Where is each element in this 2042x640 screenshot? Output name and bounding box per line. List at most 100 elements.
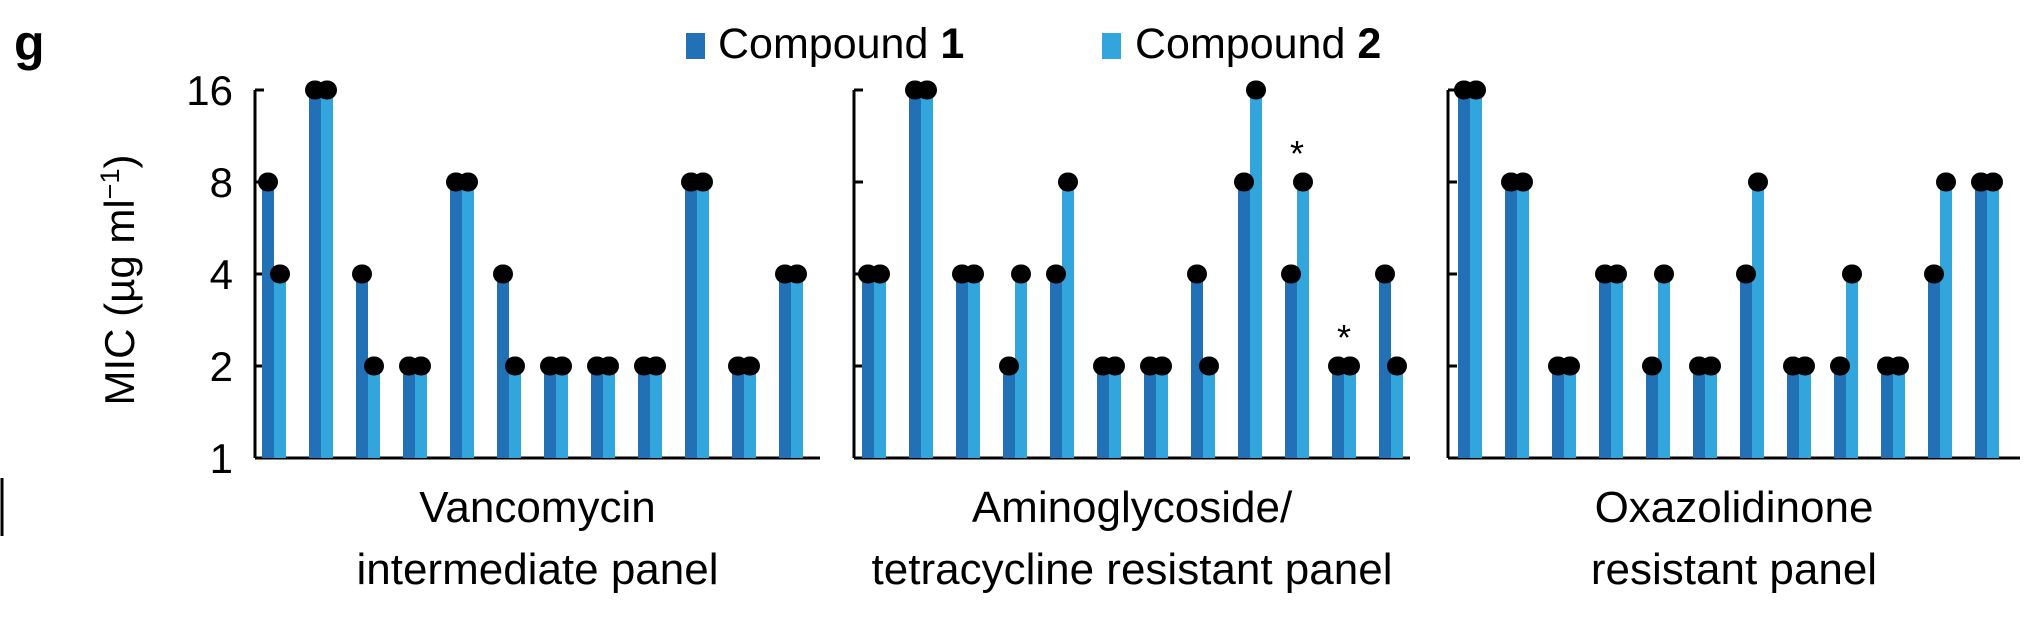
cap-compound-2 — [964, 264, 984, 284]
bar-compound-1 — [1740, 274, 1752, 458]
bar-compound-2 — [1611, 274, 1623, 458]
bar-compound-2 — [1752, 182, 1764, 458]
bar-compound-1 — [1379, 274, 1391, 458]
significance-asterisk: * — [1290, 133, 1304, 174]
cap-compound-2 — [270, 264, 290, 284]
legend-swatch-compound-2 — [1102, 33, 1121, 59]
bar-compound-2 — [321, 90, 333, 458]
panel-title-line: Oxazolidinone — [1595, 483, 1874, 532]
bar-compound-2 — [415, 366, 427, 458]
cap-compound-1 — [1642, 356, 1662, 376]
cap-compound-2 — [917, 80, 937, 100]
bar-compound-2 — [1391, 366, 1403, 458]
y-axis-label-main: MIC (µg ml — [96, 199, 143, 405]
bar-compound-1 — [862, 274, 874, 458]
bar-compound-2 — [791, 274, 803, 458]
bar-compound-1 — [544, 366, 556, 458]
bar-compound-1 — [1693, 366, 1705, 458]
bar-compound-1 — [638, 366, 650, 458]
bar-compound-2 — [1062, 182, 1074, 458]
y-tick-label: 4 — [210, 251, 233, 298]
cap-compound-1 — [258, 172, 278, 192]
cap-compound-2 — [317, 80, 337, 100]
bar-compound-2 — [1297, 182, 1309, 458]
legend-swatch-compound-1 — [686, 33, 705, 59]
bar-compound-1 — [403, 366, 415, 458]
cap-compound-2 — [364, 356, 384, 376]
bar-compound-1 — [956, 274, 968, 458]
panel-3: Oxazolidinone resistant panel — [1446, 80, 2020, 594]
bar-compound-1 — [1881, 366, 1893, 458]
cap-compound-2 — [1795, 356, 1815, 376]
bar-compound-2 — [1203, 366, 1215, 458]
bar-compound-1 — [1599, 274, 1611, 458]
cap-compound-2 — [458, 172, 478, 192]
cap-compound-2 — [1842, 264, 1862, 284]
bar-compound-2 — [1846, 274, 1858, 458]
cap-compound-2 — [1466, 80, 1486, 100]
legend-label-compound-2-prefix: Compound — [1135, 20, 1357, 68]
cap-compound-2 — [599, 356, 619, 376]
cap-compound-2 — [1701, 356, 1721, 376]
legend: Compound 1 Compound 2 — [686, 20, 1381, 68]
cap-compound-1 — [1924, 264, 1944, 284]
cap-compound-2 — [740, 356, 760, 376]
bar-compound-1 — [1552, 366, 1564, 458]
cap-compound-1 — [493, 264, 513, 284]
cap-compound-1 — [1281, 264, 1301, 284]
bar-compound-1 — [356, 274, 368, 458]
y-tick-label: 16 — [186, 67, 233, 114]
cap-compound-2 — [1387, 356, 1407, 376]
bar-compound-2 — [1705, 366, 1717, 458]
legend-label-compound-1-number: 1 — [940, 20, 964, 68]
cap-compound-1 — [1187, 264, 1207, 284]
cap-compound-2 — [1293, 172, 1313, 192]
cap-compound-2 — [1607, 264, 1627, 284]
bar-compound-1 — [1285, 274, 1297, 458]
panel-title-line: tetracycline resistant panel — [872, 545, 1393, 594]
bar-compound-1 — [732, 366, 744, 458]
bar-compound-1 — [909, 90, 921, 458]
cap-compound-2 — [1513, 172, 1533, 192]
panel-title-line: resistant panel — [1591, 545, 1877, 594]
cap-compound-2 — [693, 172, 713, 192]
panel-2: * * Aminoglycoside/tetracycline resistant … — [852, 80, 1410, 594]
significance-asterisk: * — [1337, 317, 1351, 358]
bar-compound-1 — [1238, 182, 1250, 458]
bar-compound-1 — [1975, 182, 1987, 458]
bar-compound-2 — [368, 366, 380, 458]
bar-compound-2 — [509, 366, 521, 458]
cap-compound-1 — [1375, 264, 1395, 284]
cap-compound-2 — [1199, 356, 1219, 376]
bar-compound-2 — [1799, 366, 1811, 458]
cap-compound-2 — [505, 356, 525, 376]
panel-1: 1 2 4 8 16 Vancomycin intermediate panel — [186, 67, 820, 594]
bar-compound-1 — [1097, 366, 1109, 458]
cap-compound-2 — [870, 264, 890, 284]
panel-label: g — [14, 15, 45, 71]
cap-compound-2 — [1340, 356, 1360, 376]
bar-compound-1 — [1050, 274, 1062, 458]
panel-title-line: Vancomycin — [419, 483, 655, 532]
bar-compound-2 — [921, 90, 933, 458]
bar-compound-1 — [450, 182, 462, 458]
cap-compound-1 — [1234, 172, 1254, 192]
legend-label-compound-2: Compound 2 — [1135, 20, 1381, 68]
bar-compound-2 — [1470, 90, 1482, 458]
bar-compound-2 — [274, 274, 286, 458]
bar-compound-2 — [1564, 366, 1576, 458]
cap-compound-2 — [787, 264, 807, 284]
cap-compound-2 — [1654, 264, 1674, 284]
cap-compound-2 — [1560, 356, 1580, 376]
bar-compound-2 — [968, 274, 980, 458]
cap-compound-1 — [1046, 264, 1066, 284]
bar-compound-1 — [591, 366, 603, 458]
bar-compound-1 — [1834, 366, 1846, 458]
y-axis-label-close: ) — [96, 155, 143, 169]
bar-compound-2 — [1893, 366, 1905, 458]
cap-compound-1 — [1830, 356, 1850, 376]
bar-compound-1 — [779, 274, 791, 458]
chart-marks: 1 2 4 8 16 Vancomycin intermediate panel * * Amin… — [186, 67, 2020, 594]
cap-compound-1 — [1736, 264, 1756, 284]
cap-compound-1 — [352, 264, 372, 284]
